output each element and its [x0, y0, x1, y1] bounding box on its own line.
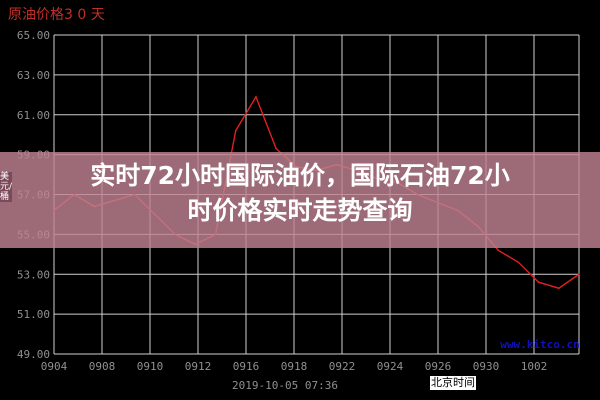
chart-title: 原油价格3 0 天 [8, 7, 105, 23]
headline-line-2: 时价格实时走势查询 [187, 196, 413, 225]
data-point [517, 261, 520, 264]
data-point [537, 281, 540, 284]
x-tick-label: 1002 [521, 360, 548, 373]
data-point [558, 287, 560, 290]
data-point [275, 147, 277, 150]
timezone-label: 北京时间 [430, 376, 476, 390]
headline-banner [0, 152, 600, 248]
x-axis-label: 2019-10-05 07:36 [232, 379, 338, 392]
y-tick-label: 63.00 [17, 69, 50, 82]
headline: 实时72小时国际油价，国际石油72小 时价格实时走势查询 [0, 158, 600, 228]
data-point [234, 129, 237, 132]
data-point [497, 249, 500, 252]
x-tick-label: 0908 [89, 360, 116, 373]
data-point [578, 273, 580, 276]
y-tick-label: 51.00 [17, 308, 50, 321]
x-tick-label: 0904 [41, 360, 68, 373]
y-axis-unit-label: 美元/桶 [0, 172, 13, 202]
watermark: www.kitco.cn [500, 338, 579, 351]
headline-line-1: 实时72小时国际油价，国际石油72小 [90, 161, 510, 190]
x-tick-label: 0922 [329, 360, 356, 373]
x-tick-label: 0916 [233, 360, 260, 373]
x-tick-label: 0910 [137, 360, 164, 373]
y-tick-label: 53.00 [17, 268, 50, 281]
y-tick-label: 49.00 [17, 348, 50, 361]
y-tick-label: 61.00 [17, 109, 50, 122]
x-tick-label: 0912 [185, 360, 212, 373]
data-point [255, 96, 257, 98]
y-tick-label: 65.00 [17, 29, 50, 42]
x-tick-label: 0918 [281, 360, 308, 373]
x-tick-label: 0926 [425, 360, 452, 373]
x-tick-label: 0924 [377, 360, 404, 373]
x-tick-label: 0930 [473, 360, 500, 373]
